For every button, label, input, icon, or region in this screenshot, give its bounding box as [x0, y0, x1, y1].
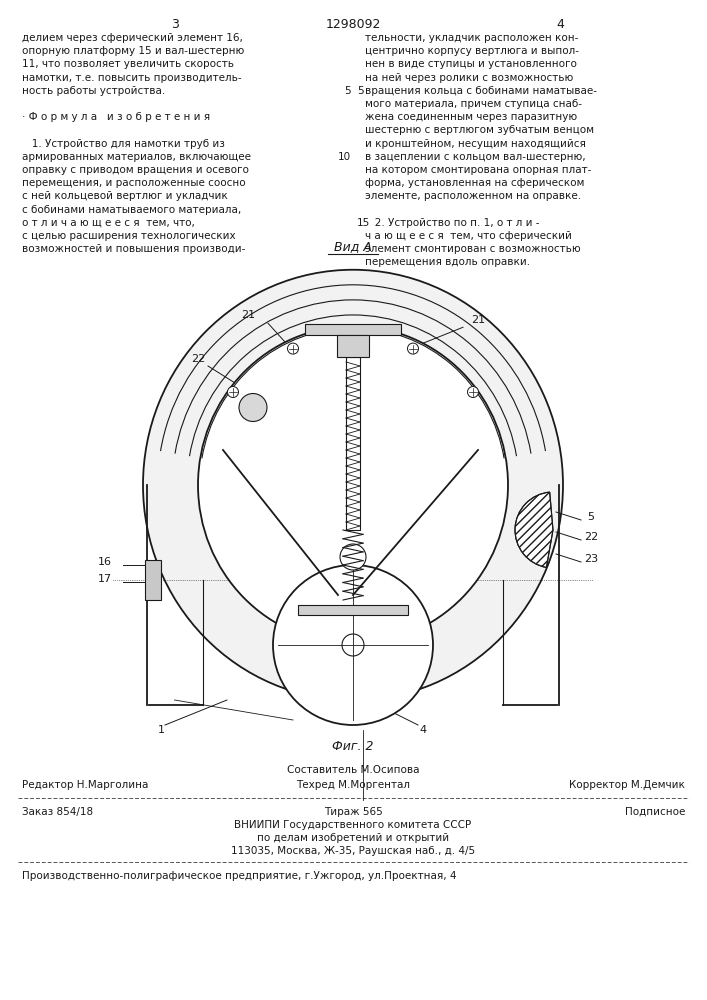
- Text: 113035, Москва, Ж-35, Раушская наб., д. 4/5: 113035, Москва, Ж-35, Раушская наб., д. …: [231, 846, 475, 856]
- Ellipse shape: [467, 386, 479, 397]
- Text: и кронштейном, несущим находящийся: и кронштейном, несущим находящийся: [365, 139, 586, 149]
- Text: оправку с приводом вращения и осевого: оправку с приводом вращения и осевого: [22, 165, 249, 175]
- Text: Техред М.Моргентал: Техред М.Моргентал: [296, 780, 410, 790]
- Text: мого материала, причем ступица снаб-: мого материала, причем ступица снаб-: [365, 99, 582, 109]
- Text: 1298092: 1298092: [325, 18, 380, 31]
- Text: возможностей и повышения производи-: возможностей и повышения производи-: [22, 244, 245, 254]
- Text: Заказ 854/18: Заказ 854/18: [22, 807, 93, 817]
- Bar: [305, 324, 401, 335]
- Bar: [346, 357, 360, 530]
- Text: армированных материалов, включающее: армированных материалов, включающее: [22, 152, 251, 162]
- Text: 1: 1: [158, 725, 165, 735]
- Text: нен в виде ступицы и установленного: нен в виде ступицы и установленного: [365, 59, 577, 69]
- Text: опорную платформу 15 и вал-шестерню: опорную платформу 15 и вал-шестерню: [22, 46, 244, 56]
- Ellipse shape: [340, 544, 366, 570]
- Text: в зацеплении с кольцом вал-шестерню,: в зацеплении с кольцом вал-шестерню,: [365, 152, 585, 162]
- Ellipse shape: [407, 343, 419, 354]
- Text: 5: 5: [344, 86, 351, 96]
- Bar: [337, 335, 369, 357]
- Text: 11, что позволяет увеличить скорость: 11, что позволяет увеличить скорость: [22, 59, 234, 69]
- Text: с ней кольцевой вертлюг и укладчик: с ней кольцевой вертлюг и укладчик: [22, 191, 228, 201]
- Ellipse shape: [198, 326, 508, 644]
- Text: элементе, расположенном на оправке.: элементе, расположенном на оправке.: [365, 191, 581, 201]
- Text: форма, установленная на сферическом: форма, установленная на сферическом: [365, 178, 585, 188]
- Ellipse shape: [138, 265, 568, 695]
- Bar: [298, 605, 408, 615]
- Text: · Ф о р м у л а   и з о б р е т е н и я: · Ф о р м у л а и з о б р е т е н и я: [22, 112, 210, 122]
- Text: 4: 4: [419, 725, 426, 735]
- Text: Корректор М.Демчик: Корректор М.Демчик: [569, 780, 685, 790]
- Text: Составитель М.Осипова: Составитель М.Осипова: [287, 765, 419, 775]
- Text: Вид A: Вид A: [334, 240, 372, 253]
- Text: 16: 16: [98, 557, 112, 567]
- Text: с бобинами наматываемого материала,: с бобинами наматываемого материала,: [22, 205, 241, 215]
- Ellipse shape: [342, 634, 364, 656]
- Text: вращения кольца с бобинами наматывае-: вращения кольца с бобинами наматывае-: [365, 86, 597, 96]
- Bar: [145, 560, 161, 600]
- Text: перемещения вдоль оправки.: перемещения вдоль оправки.: [365, 257, 530, 267]
- Text: 22: 22: [191, 354, 205, 364]
- Text: о т л и ч а ю щ е е с я  тем, что,: о т л и ч а ю щ е е с я тем, что,: [22, 218, 195, 228]
- Text: с целью расширения технологических: с целью расширения технологических: [22, 231, 235, 241]
- Text: 21: 21: [241, 310, 255, 320]
- Text: 15: 15: [357, 218, 370, 228]
- Text: элемент смонтирован с возможностью: элемент смонтирован с возможностью: [365, 244, 580, 254]
- Wedge shape: [515, 492, 553, 567]
- Ellipse shape: [288, 343, 298, 354]
- Text: ность работы устройства.: ность работы устройства.: [22, 86, 165, 96]
- Text: 4: 4: [556, 18, 564, 31]
- Text: Фиг. 2: Фиг. 2: [332, 740, 374, 754]
- Ellipse shape: [239, 393, 267, 422]
- Text: 17: 17: [98, 574, 112, 584]
- Text: ВНИИПИ Государственного комитета СССР: ВНИИПИ Государственного комитета СССР: [235, 820, 472, 830]
- Text: делием через сферический элемент 16,: делием через сферический элемент 16,: [22, 33, 243, 43]
- Text: Редактор Н.Марголина: Редактор Н.Марголина: [22, 780, 148, 790]
- Text: Подписное: Подписное: [624, 807, 685, 817]
- Text: 3: 3: [171, 18, 179, 31]
- Text: 5: 5: [357, 86, 363, 96]
- Text: тельности, укладчик расположен кон-: тельности, укладчик расположен кон-: [365, 33, 578, 43]
- Text: 5: 5: [588, 512, 595, 522]
- Text: намотки, т.е. повысить производитель-: намотки, т.е. повысить производитель-: [22, 73, 242, 83]
- Text: жена соединенным через паразитную: жена соединенным через паразитную: [365, 112, 577, 122]
- Text: 23: 23: [584, 554, 598, 564]
- Text: по делам изобретений и открытий: по делам изобретений и открытий: [257, 833, 449, 843]
- Text: 2. Устройство по п. 1, о т л и -: 2. Устройство по п. 1, о т л и -: [365, 218, 539, 228]
- Text: ч а ю щ е е с я  тем, что сферический: ч а ю щ е е с я тем, что сферический: [365, 231, 572, 241]
- Text: перемещения, и расположенные соосно: перемещения, и расположенные соосно: [22, 178, 245, 188]
- Text: на ней через ролики с возможностью: на ней через ролики с возможностью: [365, 73, 573, 83]
- Text: 22: 22: [584, 532, 598, 542]
- Text: 21: 21: [471, 315, 485, 325]
- Text: на котором смонтирована опорная плат-: на котором смонтирована опорная плат-: [365, 165, 591, 175]
- Text: Тираж 565: Тираж 565: [324, 807, 382, 817]
- Ellipse shape: [228, 386, 238, 397]
- Ellipse shape: [143, 270, 563, 700]
- Ellipse shape: [273, 565, 433, 725]
- Text: Производственно-полиграфическое предприятие, г.Ужгород, ул.Проектная, 4: Производственно-полиграфическое предприя…: [22, 871, 457, 881]
- Text: центрично корпусу вертлюга и выпол-: центрично корпусу вертлюга и выпол-: [365, 46, 579, 56]
- Text: шестерню с вертлюгом зубчатым венцом: шестерню с вертлюгом зубчатым венцом: [365, 125, 594, 135]
- Text: 1. Устройство для намотки труб из: 1. Устройство для намотки труб из: [22, 139, 225, 149]
- Text: 10: 10: [338, 152, 351, 162]
